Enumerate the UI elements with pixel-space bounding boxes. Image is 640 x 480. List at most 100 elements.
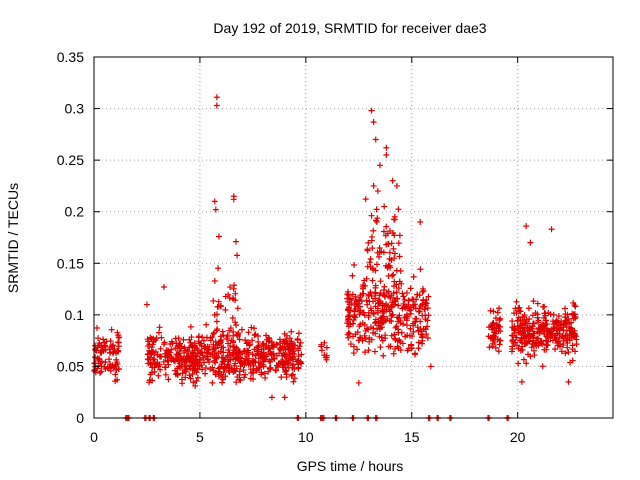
data-point [425, 293, 432, 300]
data-point [291, 375, 298, 382]
data-point [187, 357, 194, 364]
data-point [489, 343, 496, 350]
data-point [407, 310, 414, 317]
data-point [162, 364, 169, 371]
data-point [548, 226, 555, 233]
data-point [427, 363, 434, 370]
data-point [178, 345, 185, 352]
data-point [562, 305, 569, 312]
data-point [263, 332, 270, 339]
data-point [350, 350, 357, 357]
data-point [236, 357, 243, 364]
data-point [230, 296, 237, 303]
data-point [518, 331, 525, 338]
data-point [534, 300, 541, 307]
data-point [217, 303, 224, 310]
data-point [210, 297, 217, 304]
data-point [181, 344, 188, 351]
data-point [389, 177, 396, 184]
data-point [205, 356, 212, 363]
data-point [549, 337, 556, 344]
data-point [147, 359, 154, 366]
data-point [531, 330, 538, 337]
data-point [225, 361, 232, 368]
data-point [530, 334, 537, 341]
data-point [214, 326, 221, 333]
data-point [242, 337, 249, 344]
data-point [422, 299, 429, 306]
data-point [543, 333, 550, 340]
data-point [520, 356, 527, 363]
data-point [523, 223, 530, 230]
data-point [295, 330, 302, 337]
data-point [323, 344, 330, 351]
data-point [234, 252, 241, 259]
data-point [230, 196, 237, 203]
data-point [245, 339, 252, 346]
data-point [186, 362, 193, 369]
data-point [368, 107, 375, 114]
data-point [182, 374, 189, 381]
data-point [296, 343, 303, 350]
data-point [211, 354, 218, 361]
data-point [213, 94, 220, 101]
y-tick-label: 0.35 [57, 49, 84, 65]
data-point [235, 351, 242, 358]
data-point [562, 314, 569, 321]
data-point [160, 341, 167, 348]
data-point [557, 320, 564, 327]
data-point [535, 317, 542, 324]
data-point [98, 358, 105, 365]
data-point [172, 367, 179, 374]
data-point [390, 230, 397, 237]
data-point [370, 325, 377, 332]
data-point [573, 341, 580, 348]
data-point [286, 353, 293, 360]
data-point [251, 325, 258, 332]
data-point [241, 374, 248, 381]
data-point [187, 375, 194, 382]
data-point [189, 351, 196, 358]
data-point [367, 305, 374, 312]
data-point [169, 340, 176, 347]
data-point [525, 305, 532, 312]
data-point [292, 342, 299, 349]
x-tick-label: 10 [298, 429, 314, 445]
data-point [193, 377, 200, 384]
data-point [221, 366, 228, 373]
data-point [396, 253, 403, 260]
data-point [372, 295, 379, 302]
data-point [281, 394, 288, 401]
data-points [91, 94, 580, 421]
data-point [415, 308, 422, 315]
data-point [215, 233, 222, 240]
data-point [149, 364, 156, 371]
data-point [417, 219, 424, 226]
data-point [289, 364, 296, 371]
data-point [236, 336, 243, 343]
data-point [295, 353, 302, 360]
x-tick-label: 0 [90, 429, 98, 445]
data-point [382, 317, 389, 324]
data-point [541, 327, 548, 334]
data-point [570, 299, 577, 306]
data-point [219, 376, 226, 383]
data-point [194, 374, 201, 381]
data-point [415, 339, 422, 346]
data-point [204, 353, 211, 360]
data-point [553, 317, 560, 324]
data-point [149, 377, 156, 384]
data-point [424, 323, 431, 330]
data-point [258, 369, 265, 376]
data-point [406, 305, 413, 312]
data-point [366, 334, 373, 341]
data-point [362, 335, 369, 342]
y-tick-label: 0.2 [65, 204, 85, 220]
data-point [178, 376, 185, 383]
data-point [562, 350, 569, 357]
data-point [357, 292, 364, 299]
data-point [231, 368, 238, 375]
data-point [286, 346, 293, 353]
data-point [509, 345, 516, 352]
data-point [357, 309, 364, 316]
